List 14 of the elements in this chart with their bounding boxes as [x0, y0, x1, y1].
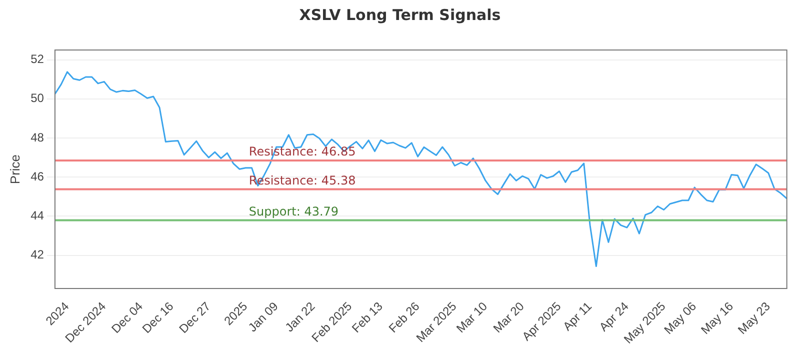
chart-title: XSLV Long Term Signals	[298, 6, 502, 24]
x-tick-label: Apr 11	[560, 298, 595, 334]
x-tick-label: Dec 27	[176, 298, 214, 336]
y-axis-title: Price	[7, 154, 22, 184]
y-tick-label: 50	[30, 91, 44, 106]
x-tick-label: May 23	[735, 298, 774, 337]
ref-line-label: Support: 43.79	[248, 204, 339, 218]
x-tick-label: May 16	[698, 298, 736, 337]
y-tick-label: 46	[30, 169, 44, 184]
x-tick-label: Jan 09	[245, 298, 282, 335]
y-tick-label: 44	[30, 208, 44, 223]
y-tick-label: 48	[30, 130, 44, 144]
y-tick-label: 52	[30, 52, 44, 66]
y-tick-label: 42	[30, 248, 44, 262]
